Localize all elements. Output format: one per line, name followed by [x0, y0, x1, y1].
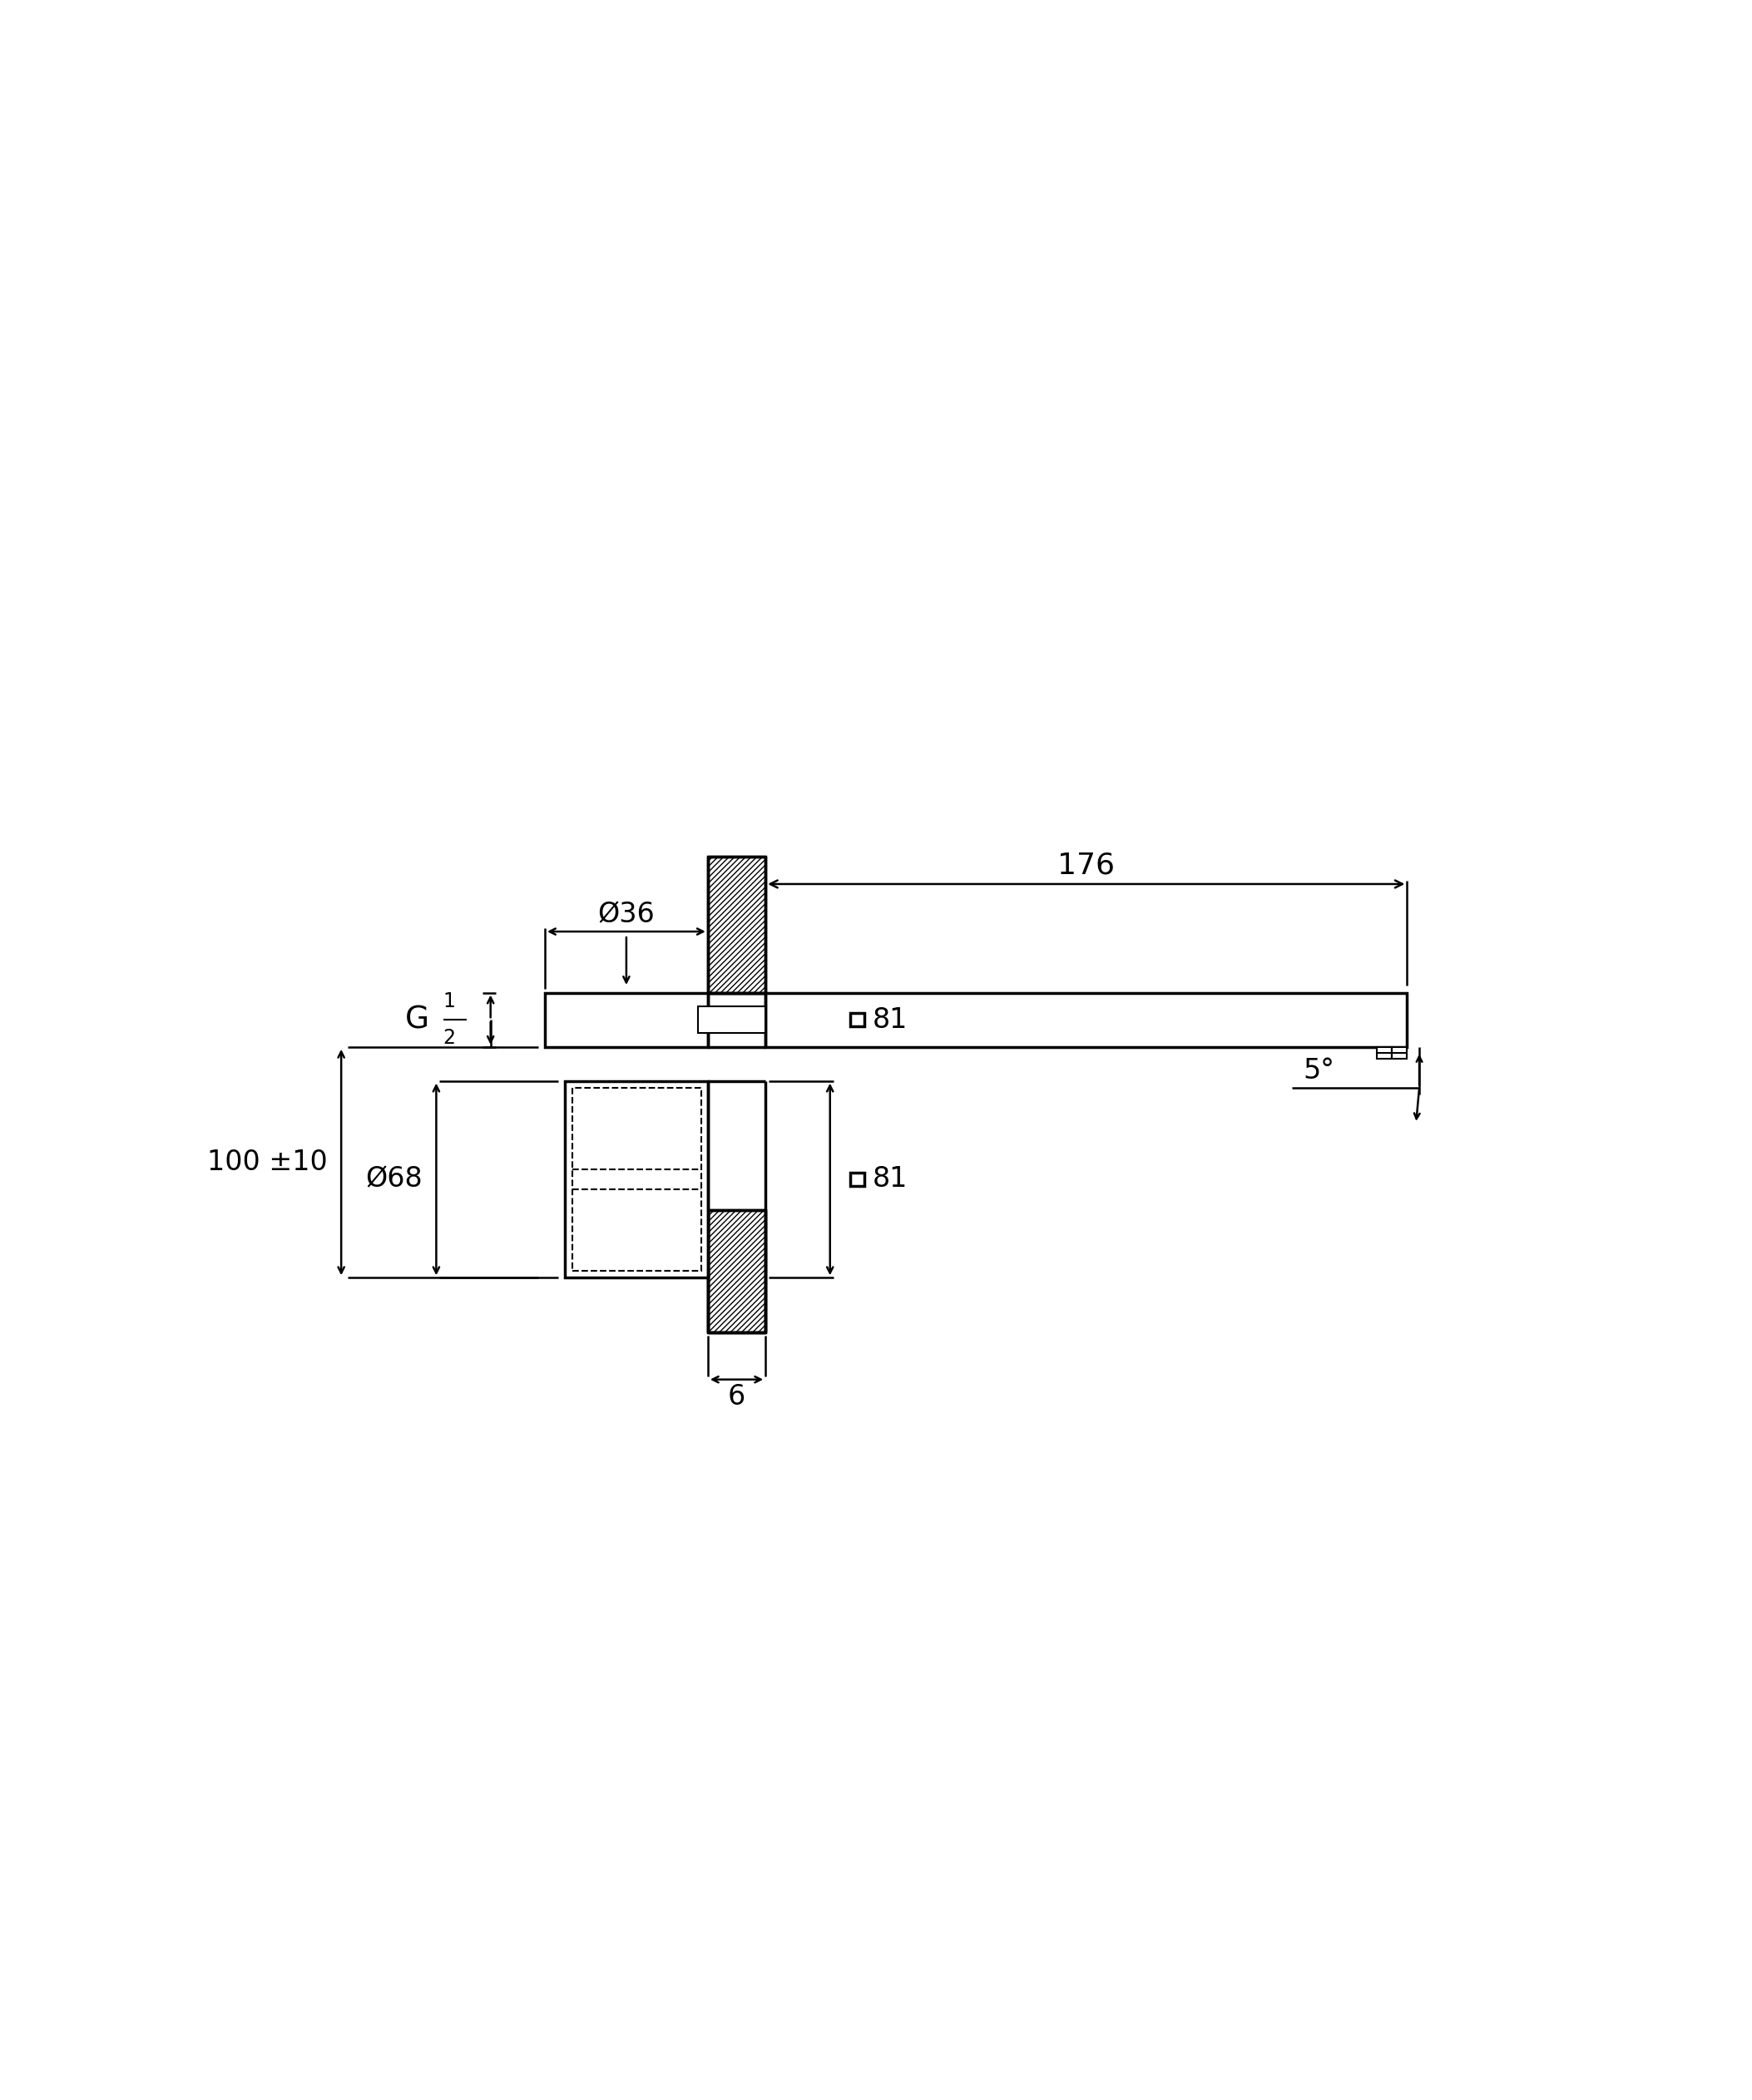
Text: 6: 6: [727, 1382, 746, 1411]
Text: 5°: 5°: [1303, 1056, 1335, 1084]
Bar: [708, 1210, 766, 1331]
Bar: [708, 857, 766, 993]
Text: 176: 176: [1058, 850, 1114, 880]
Bar: [1377, 1048, 1393, 1058]
Text: 1: 1: [443, 991, 456, 1012]
Bar: [697, 1006, 766, 1033]
Text: 100 ±10: 100 ±10: [207, 1149, 328, 1176]
Bar: [850, 1012, 864, 1027]
Text: 81: 81: [872, 1006, 908, 1033]
Bar: [545, 993, 708, 1048]
Text: G: G: [405, 1004, 429, 1035]
Bar: [766, 993, 1407, 1048]
Bar: [1393, 1048, 1407, 1058]
Bar: [571, 1088, 701, 1270]
Text: Ø36: Ø36: [597, 901, 655, 928]
Bar: [566, 1082, 708, 1277]
Text: Ø68: Ø68: [366, 1166, 422, 1193]
Text: 2: 2: [443, 1027, 456, 1048]
Text: 81: 81: [872, 1166, 908, 1193]
Bar: [850, 1172, 864, 1186]
